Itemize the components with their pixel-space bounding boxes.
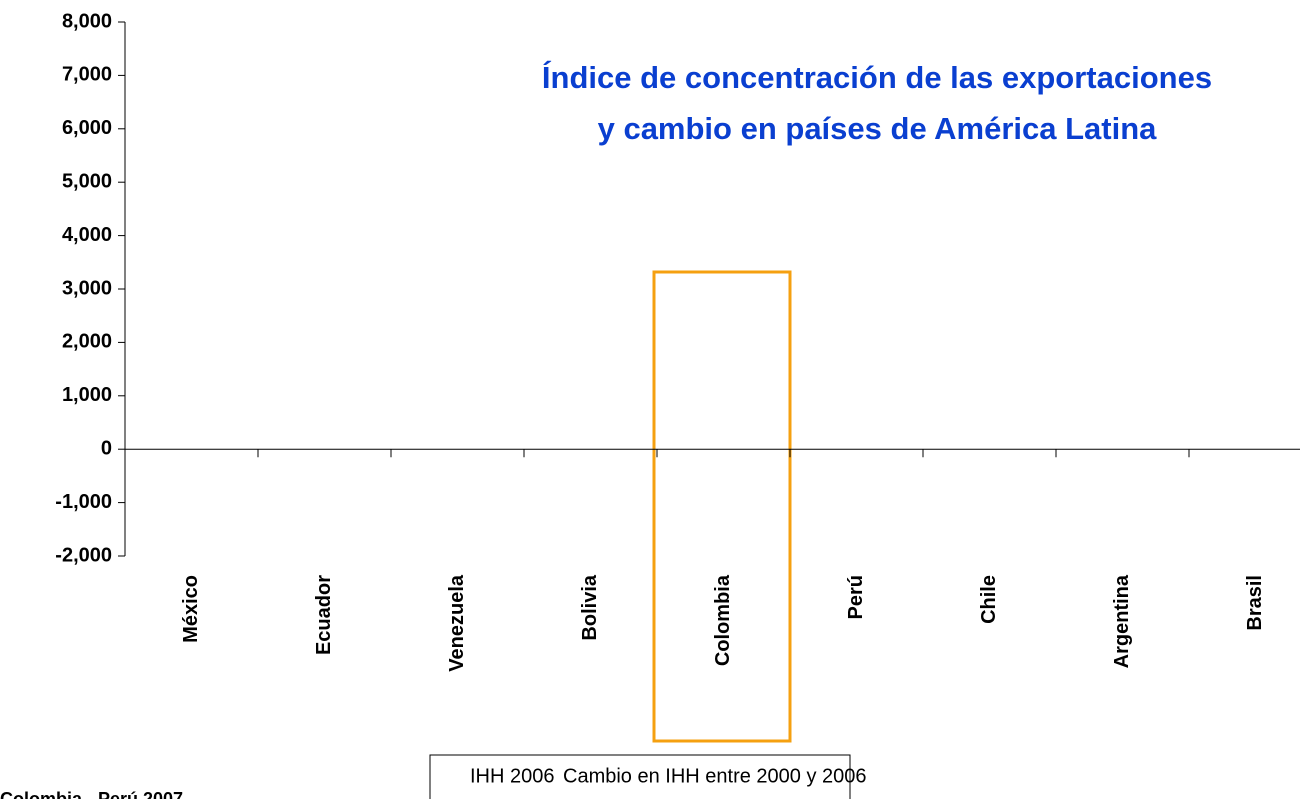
x-tick-label: Perú	[845, 575, 867, 619]
highlight-box	[652, 270, 792, 743]
y-tick-label: -2,000	[55, 544, 112, 566]
legend-label: IHH 2006	[470, 765, 555, 787]
legend-label: Cambio en IHH entre 2000 y 2006	[563, 765, 867, 787]
legend-box	[429, 754, 851, 799]
x-tick-label: Argentina	[1111, 574, 1133, 668]
y-tick-label: 6,000	[62, 117, 112, 139]
x-tick-label: Bolivia	[579, 574, 601, 640]
note: Colombia - Perú 2007	[0, 789, 183, 799]
y-tick-label: 3,000	[62, 277, 112, 299]
y-tick-label: 4,000	[62, 224, 112, 246]
y-tick-label: 0	[101, 437, 112, 459]
y-tick-label: 5,000	[62, 170, 112, 192]
x-tick-label: Venezuela	[446, 574, 468, 672]
y-tick-label: 8,000	[62, 10, 112, 32]
x-tick-label: Ecuador	[313, 575, 335, 655]
x-tick-label: Colombia	[712, 574, 734, 666]
y-tick-label: -1,000	[55, 491, 112, 513]
y-tick-label: 2,000	[62, 331, 112, 353]
chart-title: Índice de concentración de las exportaci…	[542, 60, 1212, 95]
y-tick-label: 1,000	[62, 384, 112, 406]
x-tick-label: Brasil	[1244, 575, 1266, 631]
x-tick-label: México	[180, 575, 202, 643]
y-tick-label: 7,000	[62, 64, 112, 86]
x-tick-label: Chile	[978, 575, 1000, 624]
chart-title: y cambio en países de América Latina	[598, 111, 1158, 146]
